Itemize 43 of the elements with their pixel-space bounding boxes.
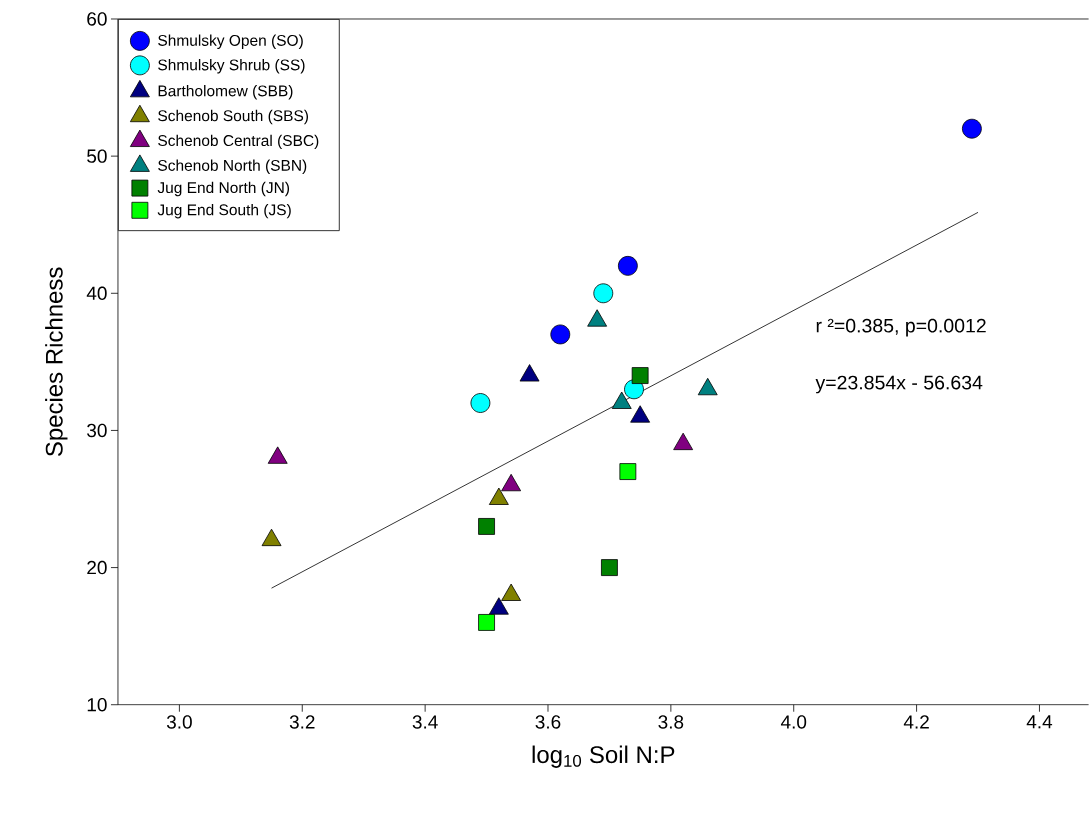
point <box>261 528 282 547</box>
legend-label: Jug End South (JS) <box>157 204 291 219</box>
point <box>550 324 571 345</box>
legend-label: Schenob North (SBN) <box>158 159 307 175</box>
point <box>501 474 522 492</box>
point <box>593 283 614 304</box>
point <box>488 487 509 506</box>
point <box>961 118 982 139</box>
y-tick-label: 50 <box>87 149 107 164</box>
y-tick-label: 20 <box>87 561 107 575</box>
x-tick-label: 4.2 <box>903 715 929 729</box>
x-tick-label: 4.4 <box>1026 715 1053 729</box>
point <box>630 405 651 423</box>
point <box>488 597 509 615</box>
legend-label: Shmulsky Open (SO) <box>158 34 303 50</box>
x-axis-title: log$_{10}$ Soil N:P <box>532 745 675 769</box>
x-tick-label: 3.8 <box>658 715 684 729</box>
legend-label: Schenob Central (SBC) <box>158 134 319 150</box>
point <box>587 309 608 327</box>
x-tick-label: 4.0 <box>780 715 807 729</box>
legend-label: Jug End North (JN) <box>157 181 290 197</box>
point <box>611 391 632 410</box>
y-tick-label: 60 <box>87 12 107 26</box>
point <box>501 583 522 602</box>
legend-label: Bartholomew (SBB) <box>158 85 293 100</box>
y-tick-label: 10 <box>87 698 107 712</box>
x-tick-label: 3.2 <box>289 715 315 729</box>
y-tick-label: 30 <box>87 423 107 438</box>
y-axis-title: Species Richness <box>45 267 68 457</box>
x-tick-label: 3.0 <box>166 715 192 729</box>
legend-label: Shmulsky Shrub (SS) <box>158 59 305 74</box>
point <box>267 446 288 464</box>
point <box>697 378 718 396</box>
point <box>519 364 540 382</box>
point <box>617 256 638 276</box>
annotation: y=23.854x - 56.634 <box>815 375 983 394</box>
annotation: r ²=0.385, p=0.0012 <box>816 318 986 337</box>
point <box>673 432 694 451</box>
x-tick-label: 3.4 <box>412 715 438 729</box>
point <box>631 367 649 385</box>
legend-label: Schenob South (SBS) <box>158 110 308 125</box>
y-tick-label: 40 <box>86 286 107 301</box>
x-tick-label: 3.6 <box>535 715 561 729</box>
